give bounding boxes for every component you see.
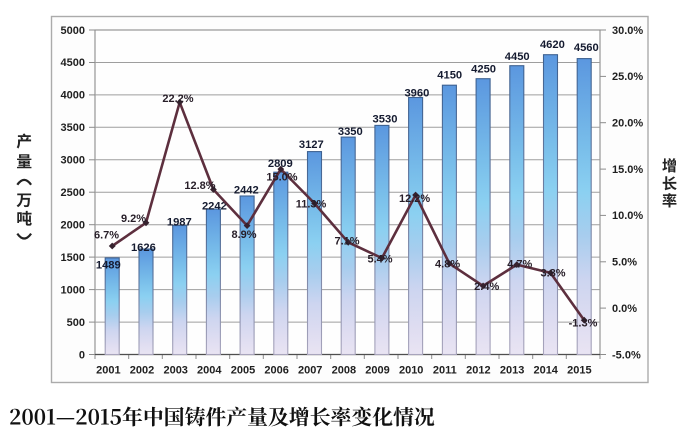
svg-text:2011: 2011 bbox=[433, 365, 457, 377]
svg-text:3000: 3000 bbox=[61, 155, 85, 167]
svg-text:2013: 2013 bbox=[500, 365, 524, 377]
svg-text:4500: 4500 bbox=[61, 57, 85, 69]
svg-text:3960: 3960 bbox=[404, 88, 429, 100]
svg-text:4150: 4150 bbox=[437, 70, 462, 82]
svg-text:4000: 4000 bbox=[61, 90, 85, 102]
svg-text:2001: 2001 bbox=[96, 365, 120, 377]
svg-text:1987: 1987 bbox=[167, 217, 192, 229]
svg-text:6.7%: 6.7% bbox=[94, 229, 119, 241]
svg-text:12.2%: 12.2% bbox=[399, 193, 430, 205]
svg-text:15.0%: 15.0% bbox=[612, 164, 643, 176]
svg-text:3500: 3500 bbox=[61, 122, 85, 134]
svg-text:4.7%: 4.7% bbox=[507, 259, 532, 271]
svg-text:500: 500 bbox=[67, 317, 85, 329]
svg-text:2005: 2005 bbox=[231, 365, 255, 377]
svg-text:1000: 1000 bbox=[61, 284, 85, 296]
svg-text:8.9%: 8.9% bbox=[231, 229, 256, 241]
svg-text:11.3%: 11.3% bbox=[296, 198, 327, 210]
svg-text:4450: 4450 bbox=[505, 51, 530, 63]
svg-text:5.4%: 5.4% bbox=[367, 253, 392, 265]
svg-text:3127: 3127 bbox=[299, 139, 324, 151]
svg-text:2000: 2000 bbox=[61, 220, 85, 232]
svg-text:1489: 1489 bbox=[96, 259, 121, 271]
svg-text:22.2%: 22.2% bbox=[162, 93, 193, 105]
svg-text:12.8%: 12.8% bbox=[184, 180, 215, 192]
svg-text:5.0%: 5.0% bbox=[612, 257, 637, 269]
svg-text:2014: 2014 bbox=[533, 365, 558, 377]
svg-text:3350: 3350 bbox=[338, 126, 363, 138]
svg-text:2008: 2008 bbox=[332, 365, 356, 377]
svg-text:4250: 4250 bbox=[471, 64, 496, 76]
svg-text:1626: 1626 bbox=[131, 242, 156, 254]
svg-text:0.0%: 0.0% bbox=[612, 303, 637, 315]
svg-text:7.1%: 7.1% bbox=[334, 236, 359, 248]
svg-text:15.0%: 15.0% bbox=[266, 171, 297, 183]
svg-text:0: 0 bbox=[79, 349, 85, 361]
svg-text:2002: 2002 bbox=[130, 365, 154, 377]
svg-text:5000: 5000 bbox=[61, 25, 85, 37]
svg-text:2009: 2009 bbox=[365, 365, 389, 377]
svg-text:2.4%: 2.4% bbox=[474, 281, 499, 293]
svg-text:20.0%: 20.0% bbox=[612, 118, 643, 130]
svg-text:-5.0%: -5.0% bbox=[612, 349, 641, 361]
svg-text:2442: 2442 bbox=[234, 185, 259, 197]
svg-text:2007: 2007 bbox=[298, 365, 322, 377]
svg-text:2015: 2015 bbox=[567, 365, 591, 377]
svg-text:-1.3%: -1.3% bbox=[569, 317, 598, 329]
svg-text:4620: 4620 bbox=[540, 39, 565, 51]
svg-text:2004: 2004 bbox=[197, 365, 222, 377]
svg-text:2500: 2500 bbox=[61, 187, 85, 199]
svg-text:2006: 2006 bbox=[264, 365, 288, 377]
svg-text:4560: 4560 bbox=[574, 42, 599, 54]
svg-text:4.8%: 4.8% bbox=[435, 258, 460, 270]
svg-text:9.2%: 9.2% bbox=[121, 213, 146, 225]
svg-text:2012: 2012 bbox=[466, 365, 490, 377]
svg-text:2242: 2242 bbox=[202, 201, 227, 213]
svg-text:1500: 1500 bbox=[61, 252, 85, 264]
svg-text:2010: 2010 bbox=[399, 365, 423, 377]
svg-text:3.8%: 3.8% bbox=[540, 267, 565, 279]
svg-text:10.0%: 10.0% bbox=[612, 210, 643, 222]
svg-text:30.0%: 30.0% bbox=[612, 25, 643, 37]
svg-text:2809: 2809 bbox=[268, 158, 293, 170]
svg-text:2003: 2003 bbox=[163, 365, 187, 377]
svg-text:25.0%: 25.0% bbox=[612, 71, 643, 83]
svg-text:3530: 3530 bbox=[373, 114, 398, 126]
